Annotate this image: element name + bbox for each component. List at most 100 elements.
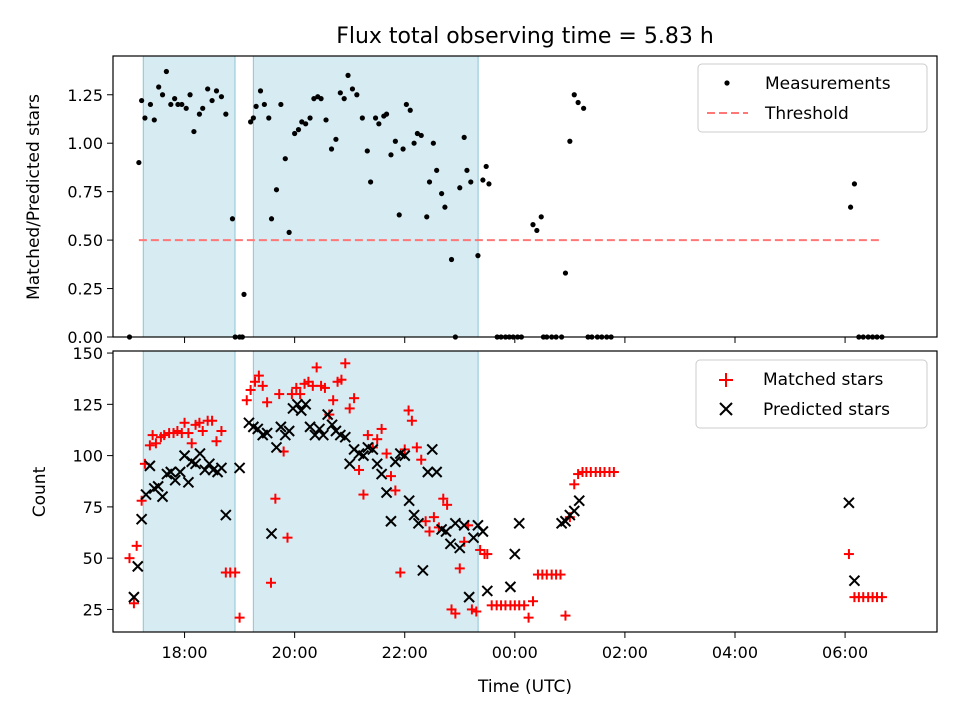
observing-interval bbox=[252, 55, 479, 338]
matched-star-point bbox=[128, 598, 139, 609]
predicted-star-point bbox=[559, 515, 572, 527]
measurement-point bbox=[851, 181, 858, 187]
measurement-point bbox=[396, 212, 402, 218]
bottom-observing-intervals bbox=[142, 350, 479, 633]
measurement-point bbox=[337, 90, 343, 96]
matched-star-point bbox=[523, 612, 534, 623]
predicted-star-stroke bbox=[458, 519, 470, 532]
measurement-point bbox=[439, 190, 445, 197]
measurement-point bbox=[341, 96, 347, 102]
predicted-star-point bbox=[343, 458, 356, 470]
matched-star-point bbox=[428, 512, 439, 523]
predicted-star-point bbox=[283, 425, 295, 437]
measurement-point bbox=[142, 115, 148, 121]
matched-star-point bbox=[471, 606, 482, 617]
measurement-point bbox=[196, 111, 203, 117]
predicted-star-stroke bbox=[357, 449, 370, 462]
predicted-star-stroke bbox=[568, 505, 580, 517]
measurement-point bbox=[273, 187, 280, 193]
predicted-star-stroke bbox=[467, 531, 480, 544]
predicted-star-point bbox=[380, 486, 393, 499]
matched-star-point bbox=[291, 382, 302, 393]
x-tick-label: 18:00 bbox=[162, 643, 208, 662]
matched-star-point bbox=[459, 536, 470, 547]
matched-star-point bbox=[131, 540, 142, 551]
matched-star-point bbox=[385, 471, 396, 482]
predicted-star-stroke bbox=[203, 458, 216, 470]
predicted-star-stroke bbox=[504, 581, 517, 593]
matched-star-point bbox=[406, 415, 417, 426]
legend-threshold-label: Threshold bbox=[764, 104, 849, 124]
matched-star-point bbox=[344, 403, 355, 414]
measurement-point bbox=[168, 101, 174, 108]
predicted-star-point bbox=[132, 560, 144, 573]
matched-star-point bbox=[136, 495, 147, 506]
y-tick-label: 0.00 bbox=[67, 328, 103, 347]
top-legend: Measurements Threshold bbox=[697, 63, 928, 133]
top-y-ticks: 0.00 0.25 0.50 0.75 1.00 1.25 bbox=[67, 86, 113, 347]
matched-star-point bbox=[569, 479, 580, 490]
predicted-star-point bbox=[233, 462, 246, 474]
measurement-point bbox=[403, 101, 409, 108]
top-y-axis-label: Matched/Predicted stars bbox=[24, 94, 44, 300]
top-legend-frame bbox=[697, 63, 928, 133]
predicted-star-stroke bbox=[132, 560, 144, 573]
predicted-star-stroke bbox=[189, 458, 202, 470]
predicted-star-point bbox=[135, 513, 148, 525]
top-axes-frame bbox=[112, 55, 938, 338]
predicted-star-point bbox=[426, 443, 438, 456]
predicted-star-stroke bbox=[362, 441, 374, 454]
matched-star-point bbox=[124, 553, 135, 564]
measurement-point bbox=[147, 101, 154, 108]
predicted-star-point bbox=[291, 398, 304, 411]
predicted-star-point bbox=[321, 408, 334, 421]
y-tick-label: 0.75 bbox=[67, 183, 103, 202]
predicted-star-point bbox=[313, 423, 326, 435]
x-tick-label: 06:00 bbox=[822, 643, 868, 662]
matched-star-point bbox=[230, 567, 241, 578]
measurement-point bbox=[229, 216, 236, 222]
predicted-star-stroke bbox=[270, 441, 283, 454]
measurement-point bbox=[241, 291, 247, 297]
predicted-star-point bbox=[309, 429, 321, 441]
predicted-star-stroke bbox=[156, 490, 169, 503]
predicted-star-stroke bbox=[174, 466, 186, 478]
measurement-point bbox=[318, 96, 324, 102]
predicted-star-stroke bbox=[426, 443, 438, 456]
predicted-star-stroke bbox=[435, 523, 448, 536]
predicted-star-stroke bbox=[472, 519, 484, 532]
measurement-point bbox=[571, 92, 577, 98]
predicted-star-point bbox=[371, 458, 383, 470]
predicted-star-stroke bbox=[128, 591, 140, 603]
measurement-point bbox=[388, 152, 394, 158]
measurement-point bbox=[191, 128, 197, 135]
measurement-point bbox=[400, 146, 406, 152]
measurement-point bbox=[266, 115, 272, 121]
predicted-star-point bbox=[215, 462, 228, 474]
predicted-star-point bbox=[449, 517, 462, 529]
predicted-star-point bbox=[152, 480, 164, 493]
predicted-star-stroke bbox=[247, 421, 260, 433]
measurement-point bbox=[575, 99, 581, 106]
bottom-x-ticks: 18:00 20:00 22:00 00:00 02:00 04:00 06:00 bbox=[162, 632, 868, 662]
predicted-star-stroke bbox=[178, 449, 191, 462]
predicted-star-stroke bbox=[194, 447, 206, 460]
predicted-star-point bbox=[367, 443, 379, 456]
predicted-star-point bbox=[194, 447, 206, 460]
predicted-star-stroke bbox=[385, 515, 397, 527]
measurement-point bbox=[847, 204, 854, 210]
predicted-star-stroke bbox=[313, 423, 326, 435]
predicted-star-point bbox=[385, 515, 397, 527]
matched-star-point bbox=[270, 493, 281, 504]
predicted-star-stroke bbox=[422, 466, 434, 478]
matched-star-point bbox=[466, 604, 477, 615]
matched-star-point bbox=[454, 563, 465, 574]
measurement-point bbox=[209, 97, 215, 104]
x-tick-label: 22:00 bbox=[382, 643, 428, 662]
matched-star-point bbox=[354, 464, 365, 475]
predicted-star-point bbox=[467, 531, 480, 544]
measurement-point bbox=[156, 84, 162, 90]
predicted-star-point bbox=[843, 497, 855, 509]
matched-star-point bbox=[159, 430, 170, 441]
x-tick-label: 02:00 bbox=[602, 643, 648, 662]
